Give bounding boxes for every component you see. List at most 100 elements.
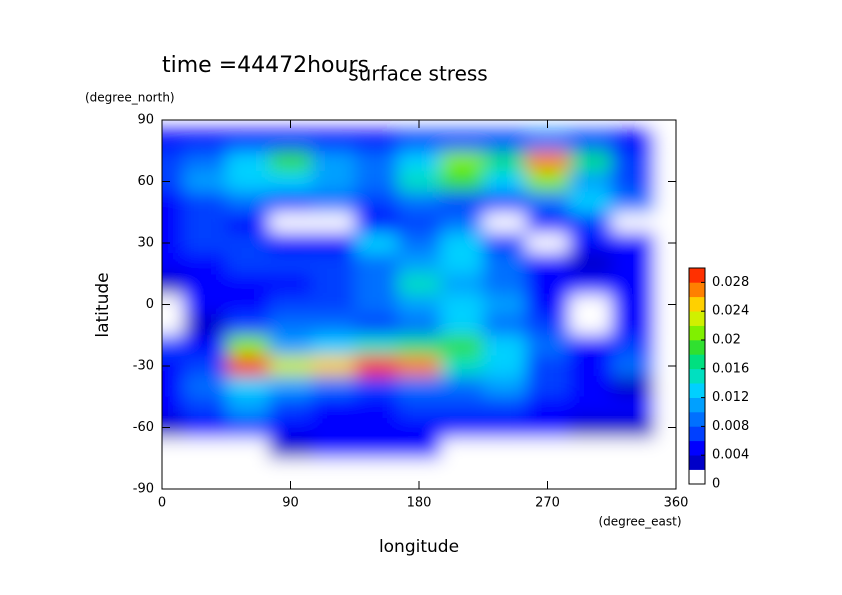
field-cell: [440, 273, 484, 295]
field-cell: [611, 212, 656, 234]
x-tick-label: 270: [535, 496, 560, 511]
field-cell: [568, 171, 613, 193]
field-cell: [269, 253, 313, 275]
field-cell: [269, 150, 313, 172]
field-cell: [354, 437, 399, 459]
field-cell: [354, 253, 399, 275]
field-cell: [526, 130, 570, 152]
field-cell: [483, 150, 527, 172]
field-cell: [611, 273, 656, 295]
field-cell: [183, 458, 227, 480]
field-cells: [162, 130, 676, 480]
colorbar-swatch: [689, 282, 705, 298]
axes: 0 90 180 270 360 -90 -60 -30 0 30 60 90: [133, 113, 689, 511]
field-cell: [611, 437, 656, 459]
field-cell: [611, 335, 656, 357]
field-cell: [162, 314, 184, 336]
field-cell: [483, 458, 527, 480]
field-cell: [226, 355, 270, 377]
field-cell: [654, 314, 676, 336]
field-cell: [397, 458, 441, 480]
field-cell: [162, 335, 184, 357]
field-cell: [311, 191, 356, 213]
field-cell: [311, 171, 356, 193]
field-cell: [226, 191, 270, 213]
field-cell: [162, 458, 184, 480]
field-cell: [397, 294, 441, 316]
field-cell: [440, 130, 484, 152]
field-cell: [311, 314, 356, 336]
field-cell: [226, 171, 270, 193]
field-cell: [311, 294, 356, 316]
field-cell: [397, 396, 441, 418]
field-cell: [183, 191, 227, 213]
annotation: time =44472hours: [162, 53, 369, 78]
colorbar-swatch: [689, 469, 705, 485]
field-cell: [162, 130, 184, 152]
field-cell: [183, 417, 227, 439]
y-tick-label: -30: [133, 359, 154, 374]
field-cell: [483, 232, 527, 254]
field-cell: [654, 437, 676, 459]
field-cell: [269, 376, 313, 398]
field-cell: [397, 130, 441, 152]
field-cell: [568, 294, 613, 316]
colorbar-swatch: [689, 412, 705, 427]
colorbar-swatch: [689, 440, 705, 456]
field-cell: [611, 417, 656, 439]
field-cell: [483, 396, 527, 418]
field-cell: [183, 437, 227, 459]
field-cell: [611, 232, 656, 254]
field-cell: [226, 314, 270, 336]
field-cell: [269, 171, 313, 193]
field-cell: [440, 171, 484, 193]
field-cell: [568, 314, 613, 336]
field-cell: [226, 212, 270, 234]
field-cell: [354, 396, 399, 418]
field-cell: [162, 171, 184, 193]
field-cell: [269, 355, 313, 377]
field-cell: [568, 458, 613, 480]
field-cell: [440, 458, 484, 480]
colorbar: 0 0.004 0.008 0.012 0.016 0.02 0.024 0.028: [688, 267, 749, 492]
field-cell: [162, 294, 184, 316]
field-cell: [269, 294, 313, 316]
field-cell: [183, 232, 227, 254]
colorbar-tick-label: 0.004: [712, 448, 749, 463]
field-cell: [354, 150, 399, 172]
field-cell: [526, 150, 570, 172]
field-cell: [611, 130, 656, 152]
field-cell: [526, 191, 570, 213]
field-cell: [440, 437, 484, 459]
field-cell: [269, 212, 313, 234]
field-cell: [483, 191, 527, 213]
field-cell: [269, 437, 313, 459]
field-cell: [611, 396, 656, 418]
field-cell: [526, 376, 570, 398]
field-cell: [162, 150, 184, 172]
y-tick-label: 30: [137, 236, 154, 251]
field-cell: [311, 212, 356, 234]
field-cell: [440, 376, 484, 398]
field-cell: [269, 396, 313, 418]
field-cell: [654, 396, 676, 418]
field-cell: [183, 335, 227, 357]
field-cell: [483, 314, 527, 336]
field-cell: [483, 376, 527, 398]
field-cell: [654, 355, 676, 377]
field-cell: [568, 212, 613, 234]
field-cell: [483, 355, 527, 377]
field-cell: [440, 314, 484, 336]
field-cell: [269, 273, 313, 295]
field-cell: [568, 191, 613, 213]
field-cell: [397, 232, 441, 254]
field-cell: [226, 335, 270, 357]
field-cell: [483, 253, 527, 275]
field-cell: [440, 232, 484, 254]
field-cell: [311, 396, 356, 418]
colorbar-swatch: [689, 354, 705, 370]
x-unit: (degree_east): [598, 515, 681, 529]
field-cell: [483, 130, 527, 152]
field-cell: [568, 273, 613, 295]
